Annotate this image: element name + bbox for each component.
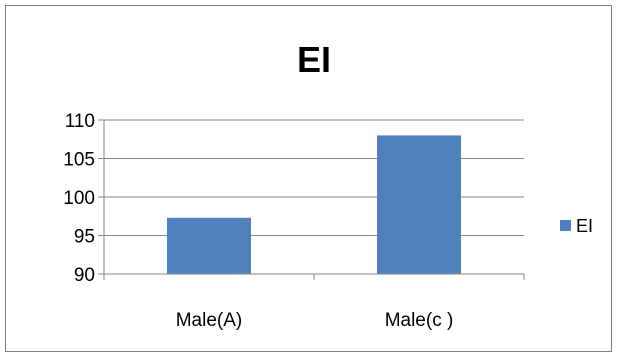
y-tick-label: 95 xyxy=(74,227,95,248)
y-tick-label: 90 xyxy=(74,265,95,286)
y-tick-labels: 90 95 100 105 110 xyxy=(63,111,104,286)
y-tick-label: 110 xyxy=(65,111,95,132)
legend-swatch xyxy=(560,220,571,231)
y-tick-label: 105 xyxy=(63,150,95,171)
chart-frame xyxy=(5,5,612,352)
y-tick-label: 100 xyxy=(63,188,95,209)
x-tick-labels: Male(A) Male(c ) xyxy=(176,310,454,331)
x-tick-label: Male(c ) xyxy=(385,310,454,331)
chart-title: EI xyxy=(297,39,331,80)
legend-label: EI xyxy=(576,216,593,236)
x-tick-label: Male(A) xyxy=(176,310,243,331)
bar-male-c xyxy=(377,135,461,274)
bar-male-a xyxy=(167,217,251,274)
legend: EI xyxy=(560,216,593,236)
bars xyxy=(167,135,461,274)
